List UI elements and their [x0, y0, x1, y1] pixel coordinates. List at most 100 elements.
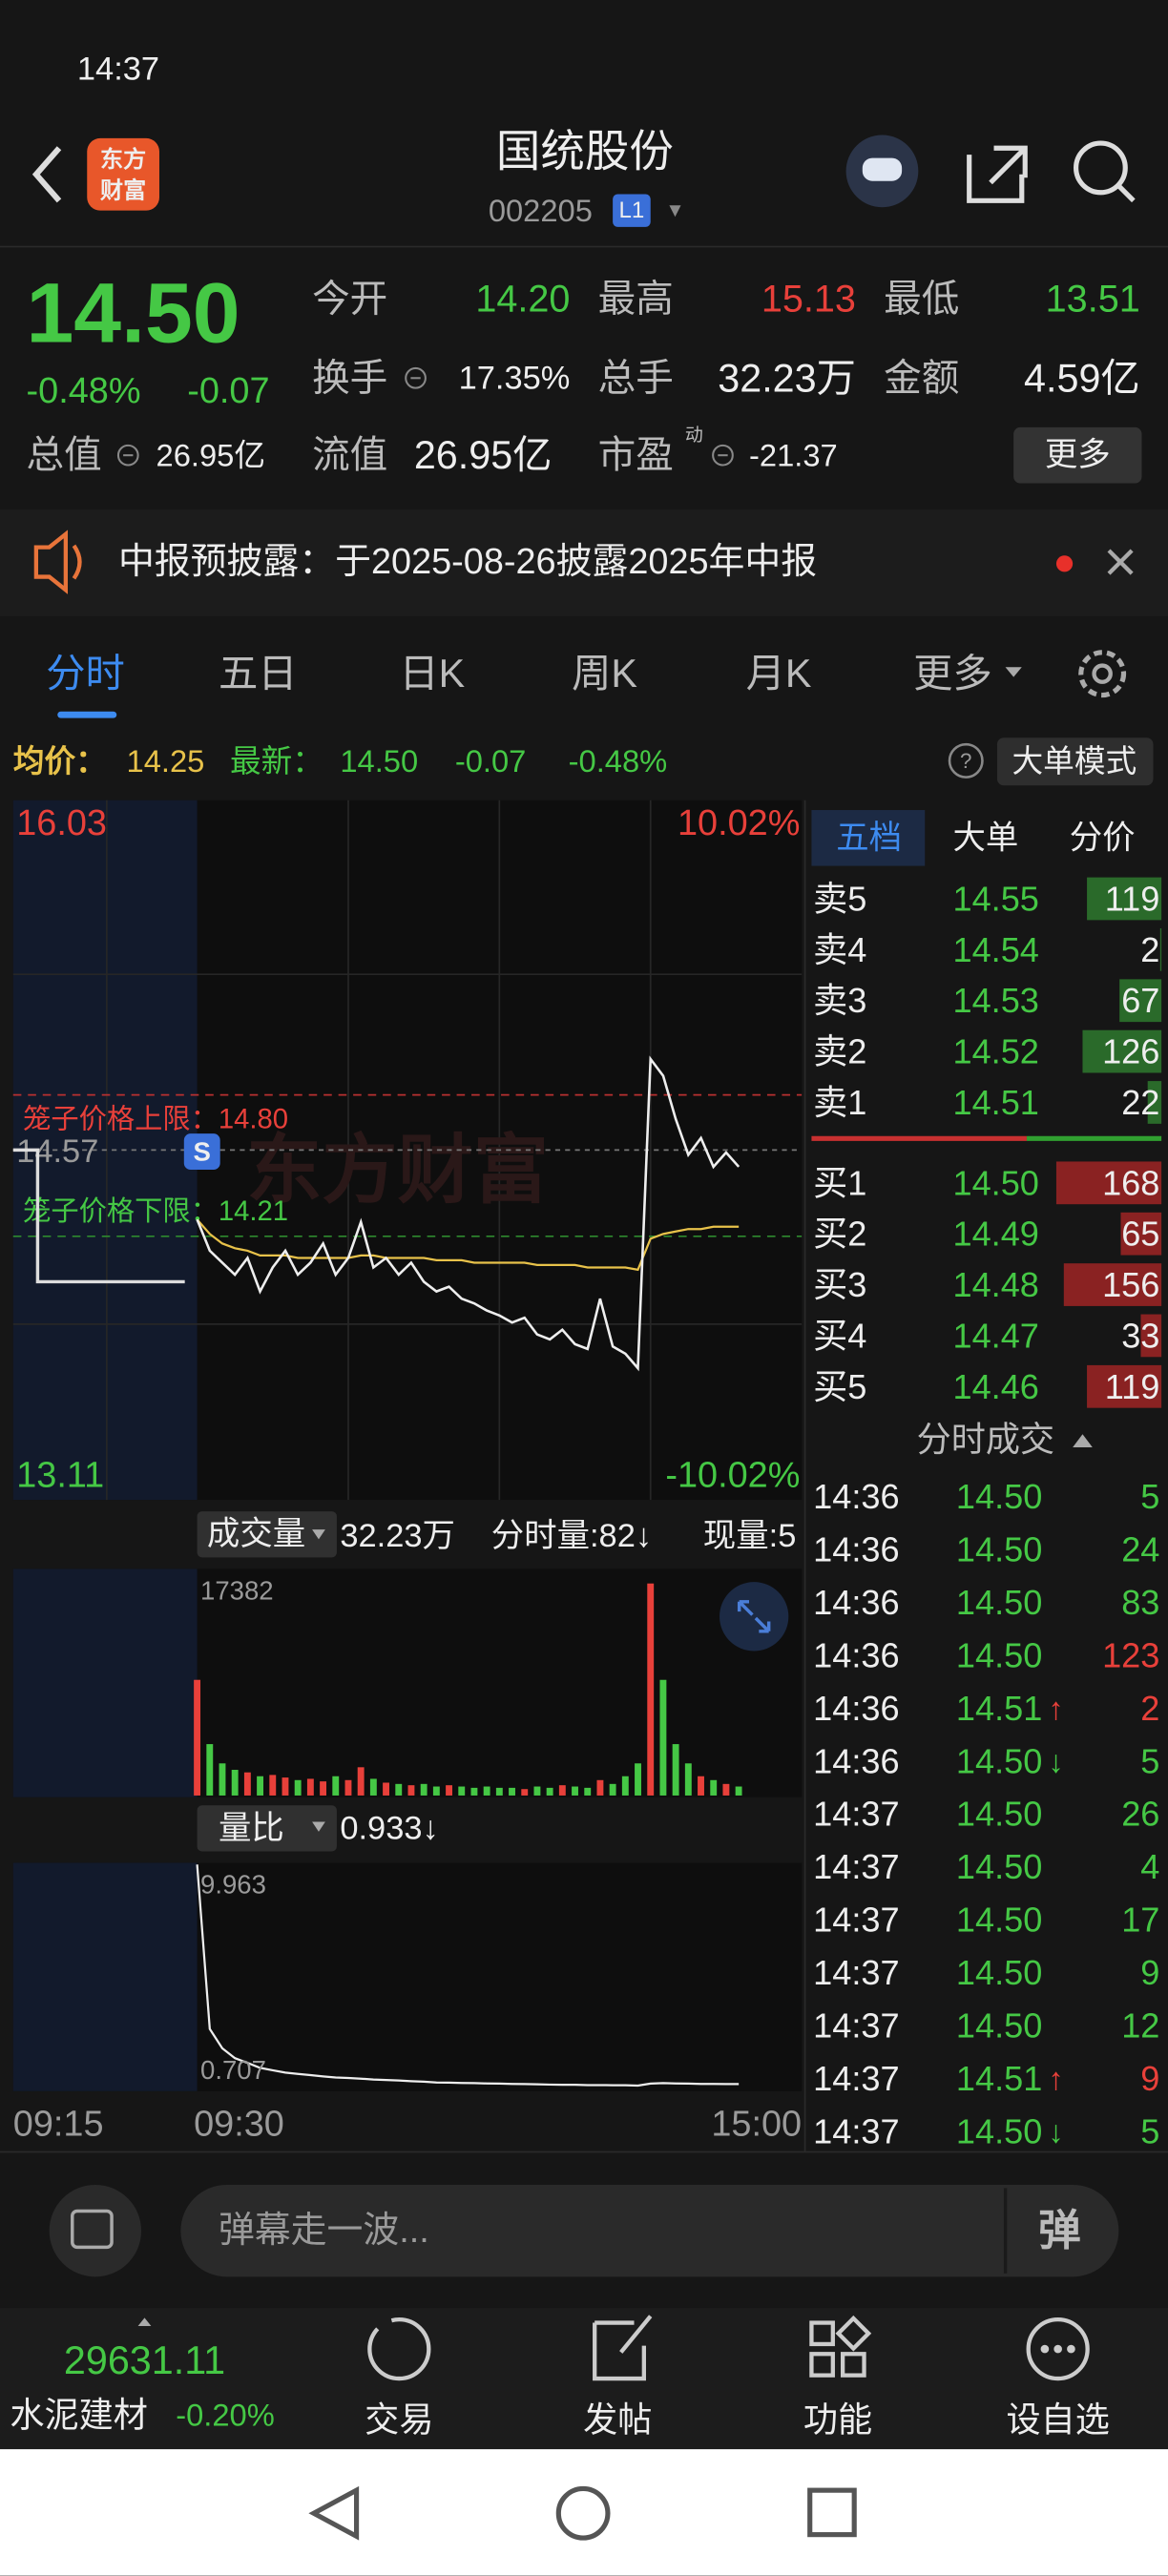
stat-value: 14.20	[475, 279, 570, 321]
nav-item[interactable]: 设自选	[1006, 2400, 1109, 2440]
stat-value: 13.51	[1046, 279, 1140, 321]
volume-bar	[698, 1776, 704, 1796]
nav-item[interactable]: 交易	[365, 2400, 433, 2440]
book-price: 14.53	[952, 981, 1038, 1020]
book-tab[interactable]: 大单	[952, 820, 1018, 856]
help-text[interactable]: ?	[960, 749, 971, 773]
danmaku-button[interactable]: 弹	[1038, 2207, 1081, 2254]
more-button[interactable]	[1013, 426, 1142, 484]
trade-volume: 5	[1140, 1741, 1159, 1780]
book-level: 买4	[813, 1316, 866, 1355]
change-pct: -0.48%	[27, 371, 141, 411]
book-level: 买1	[813, 1163, 866, 1202]
comment-placeholder[interactable]: 弹幕走一波...	[219, 2211, 429, 2251]
assistant-face	[862, 157, 903, 181]
trade-price: 14.50	[956, 1953, 1042, 1992]
info-icon	[712, 444, 734, 467]
system-home[interactable]	[555, 2485, 611, 2541]
ratio-label[interactable]: 量比	[219, 1810, 284, 1846]
dropdown-arrow[interactable]: ▼	[665, 199, 684, 221]
trade-time: 14:36	[813, 1477, 899, 1516]
volume-bar	[369, 1778, 377, 1796]
cage-upper-label: 笼子价格上限：14.80	[23, 1103, 288, 1134]
avg-label: 均价：	[13, 743, 107, 779]
trade-time: 14:36	[813, 1635, 899, 1674]
index-name[interactable]: 水泥建材	[10, 2395, 148, 2434]
book-level: 卖1	[813, 1083, 866, 1122]
expand-button[interactable]	[720, 1582, 789, 1652]
comment-settings[interactable]	[49, 2184, 142, 2277]
close-button[interactable]	[1107, 549, 1134, 575]
nav-item[interactable]: 发帖	[583, 2400, 652, 2440]
depth-bar	[1147, 1081, 1162, 1124]
latest-value: 14.50	[340, 743, 418, 779]
depth-bar	[1087, 1364, 1162, 1408]
notice-bar	[0, 509, 1168, 616]
ratio-line	[196, 1864, 740, 2088]
trade-price: 14.50	[956, 1741, 1042, 1780]
trade-volume: 4	[1140, 1847, 1159, 1886]
stat-value: 4.59亿	[1024, 356, 1140, 400]
system-recents[interactable]	[807, 2487, 857, 2538]
stat-value: 26.95亿	[414, 433, 553, 477]
trade-price: 14.50	[956, 1530, 1042, 1569]
stat-value: 15.13	[761, 279, 856, 321]
trade-time: 14:36	[813, 1689, 899, 1728]
mode-button[interactable]	[996, 737, 1154, 786]
trade-volume: 2	[1140, 1689, 1159, 1728]
tab[interactable]: 月K	[746, 652, 812, 696]
volume-bar	[533, 1786, 541, 1796]
volume-label[interactable]: 成交量	[207, 1516, 305, 1552]
search-icon[interactable]	[1074, 140, 1128, 196]
settings-icon[interactable]	[1078, 650, 1127, 698]
tab[interactable]: 分时	[46, 652, 125, 696]
book-level: 卖2	[813, 1032, 866, 1071]
tab[interactable]: 日K	[399, 652, 465, 696]
book-tab[interactable]: 五档	[836, 820, 902, 856]
stat-superscript: 动	[685, 425, 703, 446]
trade-icon[interactable]	[367, 2316, 431, 2381]
ratio-selector[interactable]	[197, 1805, 337, 1852]
book-price: 14.50	[952, 1163, 1038, 1202]
volume-bar	[596, 1779, 604, 1796]
ratio-min-label: 0.707	[200, 2055, 266, 2085]
index-value[interactable]: 29631.11	[64, 2338, 225, 2382]
volume-bar	[219, 1763, 226, 1796]
mode-label[interactable]: 大单模式	[1012, 743, 1137, 779]
volume-bar	[432, 1786, 440, 1796]
function-icon[interactable]	[809, 2315, 872, 2378]
book-tab[interactable]: 分价	[1070, 820, 1136, 856]
trade-volume: 83	[1121, 1583, 1159, 1622]
expand-arrow[interactable]	[137, 2317, 152, 2326]
volume-bar	[243, 1772, 251, 1796]
watchlist-icon[interactable]	[1026, 2316, 1090, 2381]
help-icon[interactable]	[948, 742, 984, 779]
share-icon[interactable]	[967, 145, 1028, 203]
logo-text: 财富	[100, 177, 146, 204]
post-icon[interactable]	[593, 2315, 653, 2381]
logo[interactable]	[87, 137, 159, 211]
nav-item[interactable]: 功能	[803, 2400, 872, 2440]
book-volume: 168	[1102, 1163, 1159, 1202]
system-back[interactable]	[308, 2485, 360, 2541]
index-change[interactable]: -0.20%	[176, 2397, 275, 2432]
comment-input[interactable]	[180, 2184, 1119, 2277]
pct-max-label: 10.02%	[678, 803, 800, 843]
tab[interactable]: 更多	[913, 652, 992, 696]
volume-bar	[647, 1583, 655, 1796]
notice-text[interactable]: 中报预披露：于2025-08-26披露2025年中报	[118, 542, 817, 582]
trade-time: 14:37	[813, 1901, 899, 1940]
trade-price: 14.51	[956, 1689, 1042, 1728]
volume-selector[interactable]	[197, 1511, 337, 1558]
trade-volume: 5	[1140, 1477, 1159, 1516]
volume-bar	[306, 1778, 314, 1796]
tab[interactable]: 周K	[572, 652, 637, 696]
depth-bar	[1087, 877, 1162, 921]
volume-bar	[357, 1767, 365, 1796]
trade-arrow: ↓	[1048, 1743, 1063, 1778]
latest-label: 最新：	[230, 743, 323, 779]
tab[interactable]: 五日	[219, 652, 298, 696]
book-volume: 67	[1121, 981, 1159, 1020]
more-button-label[interactable]: 更多	[1045, 437, 1111, 473]
back-button[interactable]	[31, 146, 62, 203]
